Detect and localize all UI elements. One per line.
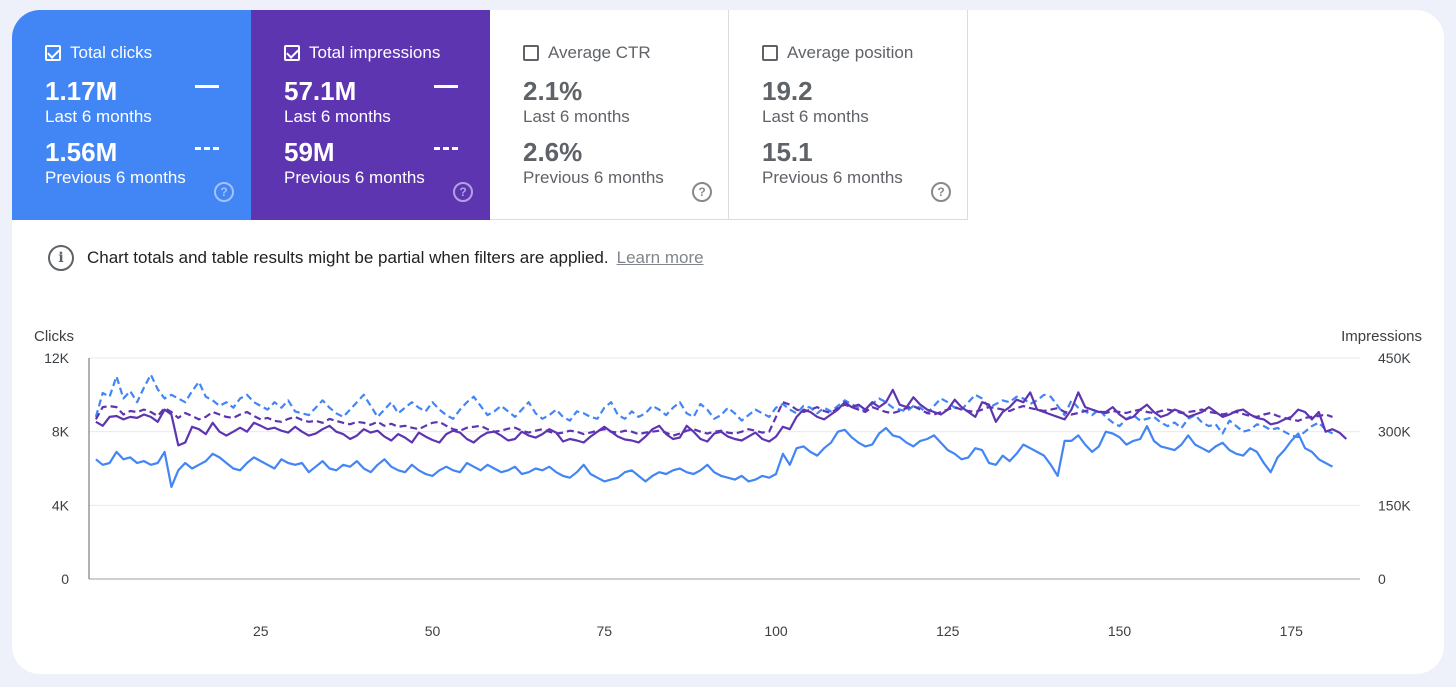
metric-value-previous: 15.1: [762, 137, 813, 167]
notice-text: Chart totals and table results might be …: [87, 248, 609, 267]
checkbox-unchecked-icon[interactable]: [762, 45, 778, 61]
metric-label: Average position: [787, 43, 914, 62]
y-tick-label: 8K: [52, 424, 70, 440]
dashed-line-legend-icon: [434, 147, 458, 150]
metric-period-last: Last 6 months: [284, 107, 391, 126]
metric-average-position[interactable]: Average position 19.2 Last 6 months 15.1…: [729, 10, 968, 220]
metric-period-last: Last 6 months: [523, 107, 630, 126]
x-tick-label: 50: [425, 623, 441, 639]
metric-value-last: 2.1%: [523, 76, 583, 106]
info-icon: i: [48, 245, 74, 271]
checkbox-checked-icon[interactable]: [284, 45, 300, 61]
x-tick-label: 175: [1280, 623, 1304, 639]
solid-line-legend-icon: [195, 85, 219, 88]
metric-period-previous: Previous 6 months: [284, 168, 425, 187]
metric-header: Average position: [762, 43, 913, 63]
metric-value-previous: 2.6%: [523, 137, 583, 167]
performance-card: Total clicks 1.17M Last 6 months 1.56M P…: [12, 10, 1444, 674]
metric-label: Total clicks: [70, 43, 153, 62]
metric-label: Average CTR: [548, 43, 651, 62]
help-icon[interactable]: ?: [214, 182, 234, 202]
series-line-impressions-solid: [95, 388, 1348, 447]
metric-value-previous: 1.56M: [45, 137, 118, 167]
y2-tick-label: 450K: [1378, 350, 1411, 366]
learn-more-link[interactable]: Learn more: [616, 248, 704, 267]
help-icon[interactable]: ?: [692, 182, 712, 202]
metric-period-previous: Previous 6 months: [523, 168, 664, 187]
x-tick-label: 125: [936, 623, 960, 639]
partial-results-notice: i Chart totals and table results might b…: [48, 245, 704, 271]
metric-header: Total clicks: [45, 43, 152, 63]
y-tick-label: 12K: [44, 350, 70, 366]
x-tick-label: 75: [596, 623, 612, 639]
metric-total-impressions[interactable]: Total impressions 57.1M Last 6 months 59…: [251, 10, 490, 220]
series-line-clicks-solid: [95, 425, 1334, 488]
metric-total-clicks[interactable]: Total clicks 1.17M Last 6 months 1.56M P…: [12, 10, 251, 220]
solid-line-legend-icon: [434, 85, 458, 88]
series-line-impressions-dashed: [94, 401, 1333, 437]
y-tick-label: 4K: [52, 497, 70, 513]
checkbox-checked-icon[interactable]: [45, 45, 61, 61]
metric-period-previous: Previous 6 months: [762, 168, 903, 187]
y2-tick-label: 0: [1378, 571, 1386, 587]
help-icon[interactable]: ?: [931, 182, 951, 202]
metric-period-previous: Previous 6 months: [45, 168, 186, 187]
metric-value-previous: 59M: [284, 137, 335, 167]
y2-axis-title: Impressions: [1341, 328, 1422, 345]
x-tick-label: 25: [253, 623, 269, 639]
metric-value-last: 1.17M: [45, 76, 118, 106]
y-tick-label: 0: [61, 571, 69, 587]
metric-tabs: Total clicks 1.17M Last 6 months 1.56M P…: [12, 10, 968, 220]
metric-header: Total impressions: [284, 43, 440, 63]
metric-period-last: Last 6 months: [762, 107, 869, 126]
help-icon[interactable]: ?: [453, 182, 473, 202]
performance-chart[interactable]: 0 0 4K 150K 8K 300K 12K 450K Clicks Impressions 25…: [12, 10, 1444, 674]
metric-average-ctr[interactable]: Average CTR 2.1% Last 6 months 2.6% Prev…: [490, 10, 729, 220]
metric-label: Total impressions: [309, 43, 441, 62]
metric-header: Average CTR: [523, 43, 651, 63]
y2-tick-label: 150K: [1378, 497, 1411, 513]
y-axis-title: Clicks: [34, 328, 74, 345]
checkbox-unchecked-icon[interactable]: [523, 45, 539, 61]
metric-value-last: 19.2: [762, 76, 813, 106]
metric-period-last: Last 6 months: [45, 107, 152, 126]
x-tick-label: 150: [1108, 623, 1132, 639]
dashed-line-legend-icon: [195, 147, 219, 150]
metric-value-last: 57.1M: [284, 76, 357, 106]
y2-tick-label: 300K: [1378, 424, 1411, 440]
x-tick-label: 100: [764, 623, 788, 639]
